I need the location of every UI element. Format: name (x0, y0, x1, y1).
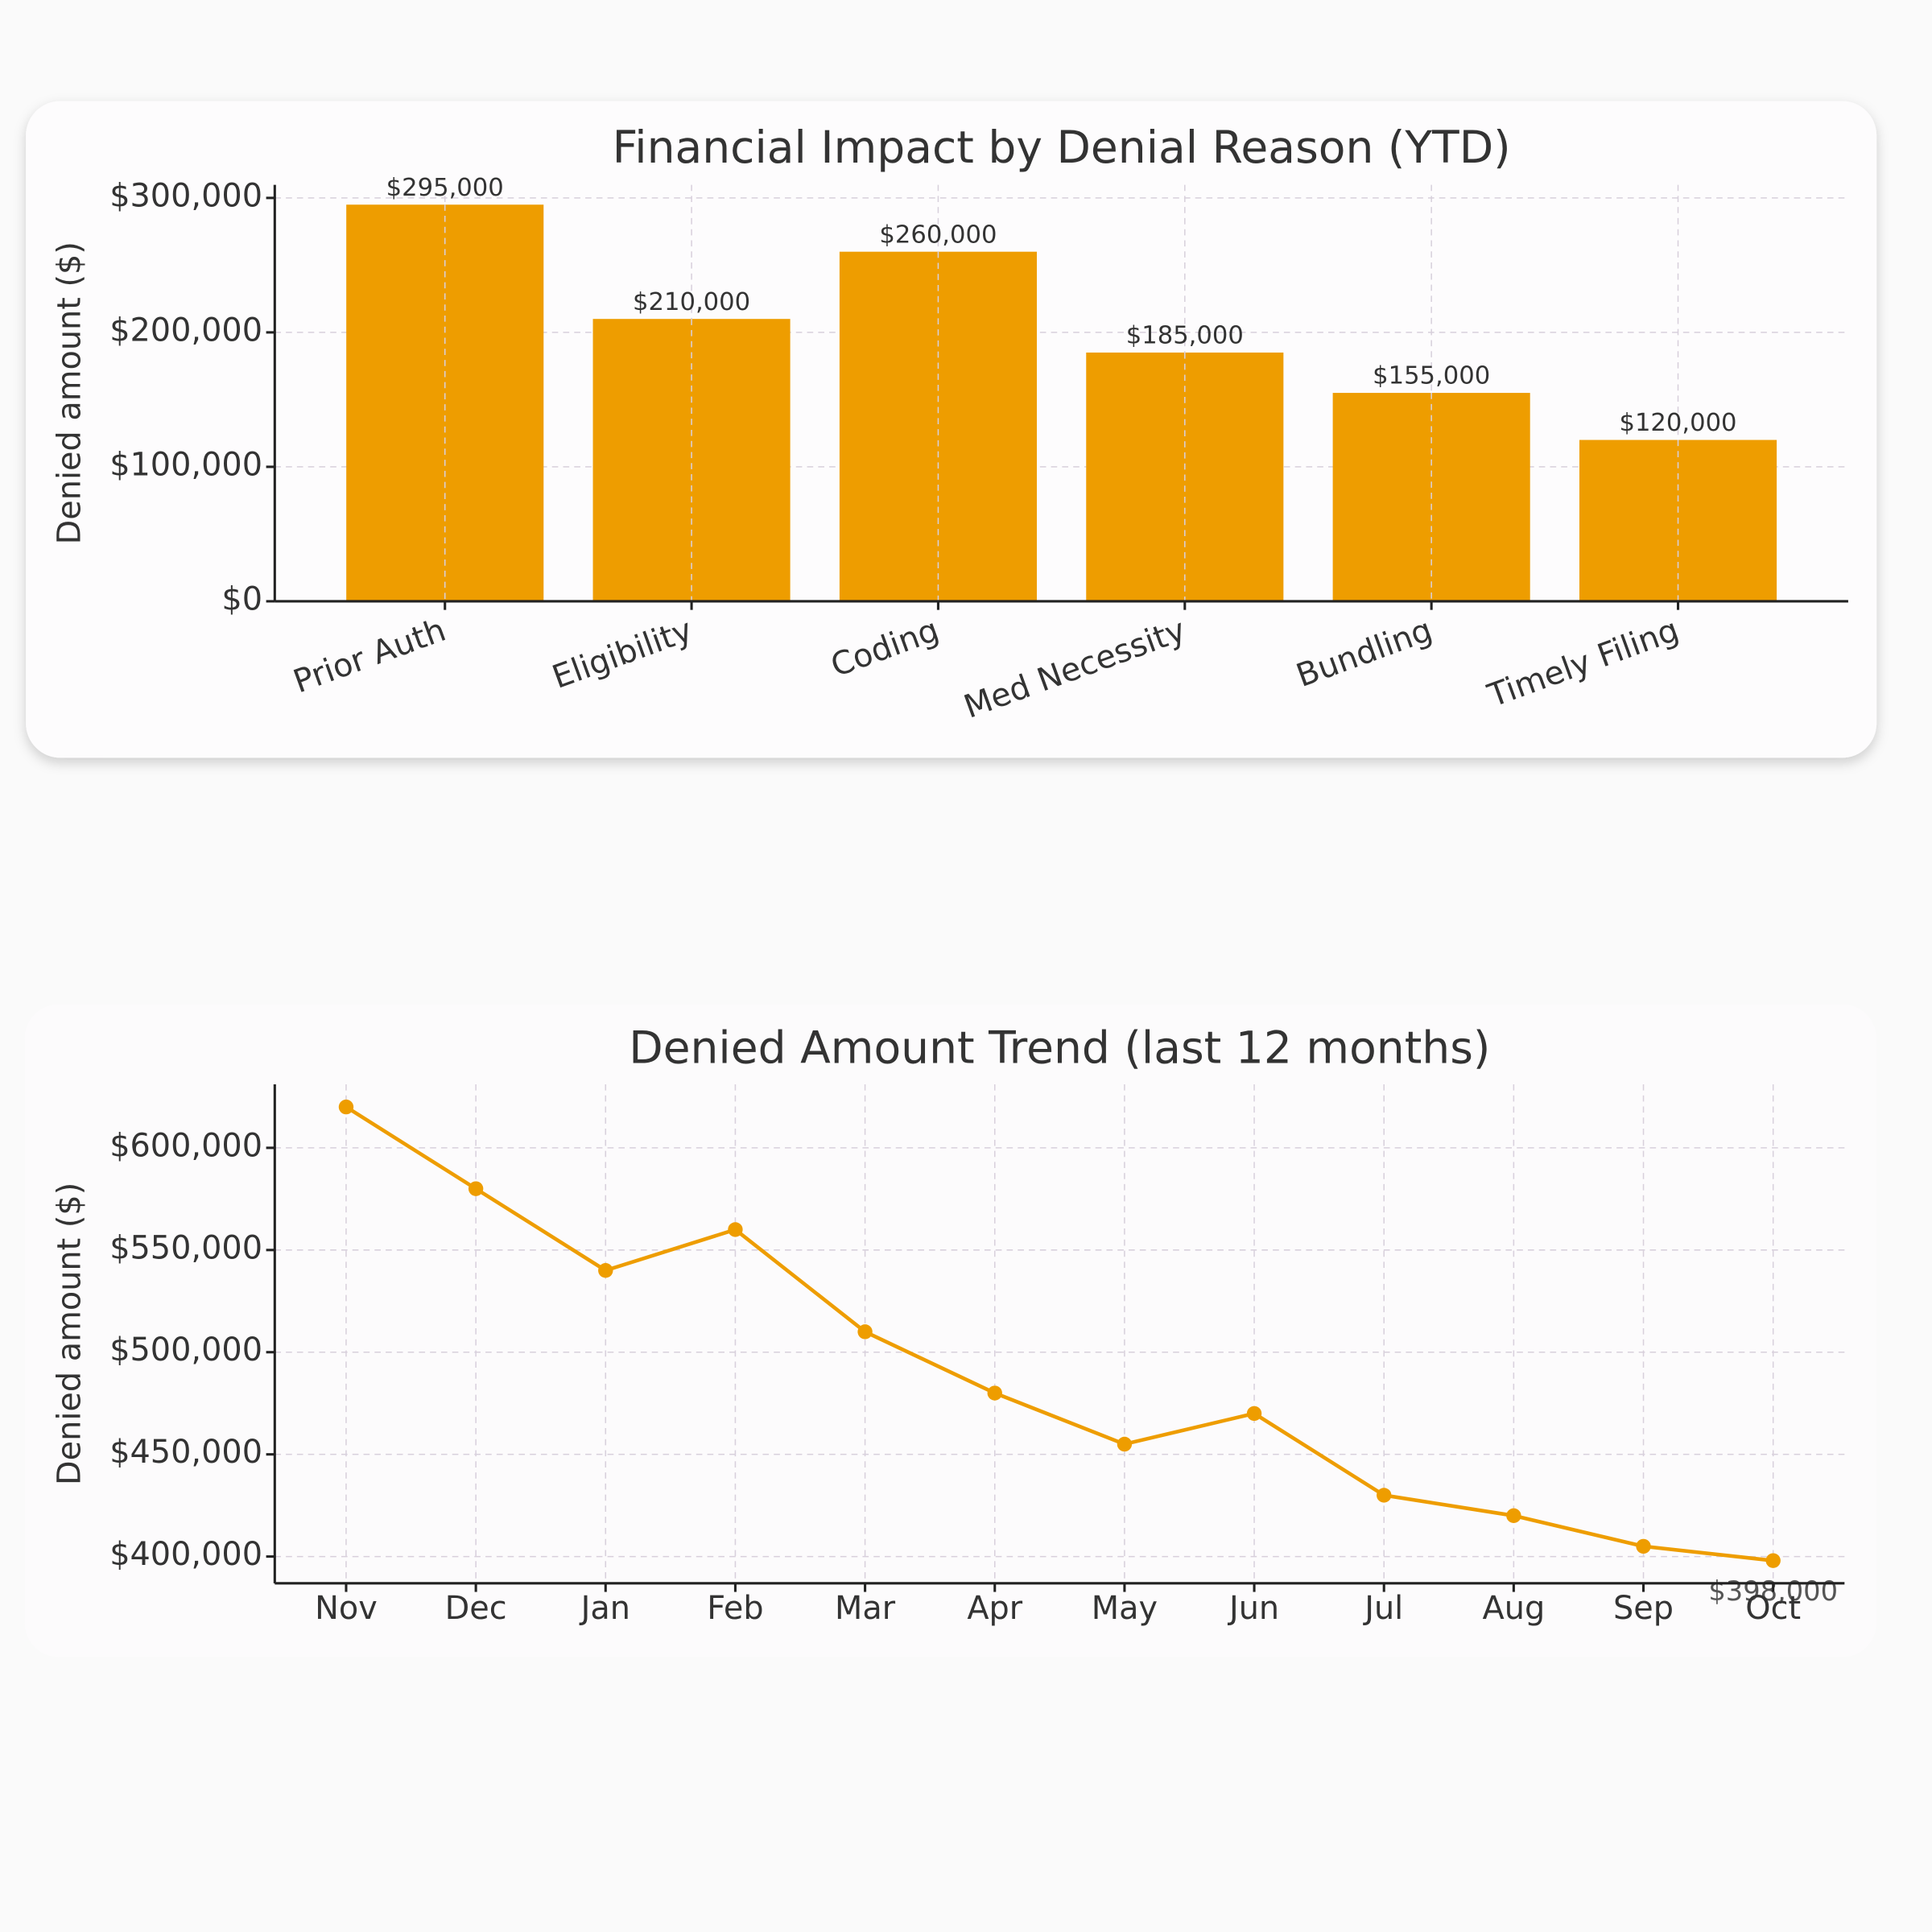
x-tick-label: Aug (1483, 1590, 1546, 1627)
x-tick-label: Jan (579, 1590, 630, 1627)
y-tick-label: $100,000 (109, 446, 262, 483)
y-axis-label: Denied amount ($) (51, 242, 88, 544)
x-tick-label: Nov (315, 1590, 378, 1627)
bar (839, 251, 1037, 601)
x-tick-label: Apr (967, 1590, 1022, 1627)
x-tick-label: Jul (1362, 1590, 1403, 1627)
marker (1765, 1553, 1781, 1568)
chart-title: Denied Amount Trend (last 12 months) (629, 1022, 1490, 1074)
x-tick-label: May (1092, 1590, 1158, 1627)
line (345, 1105, 1773, 1563)
y-tick-label: $300,000 (109, 177, 262, 214)
marker (1117, 1436, 1133, 1452)
bar (592, 319, 791, 601)
y-tick-label: $550,000 (109, 1229, 262, 1266)
y-tick-label: $500,000 (109, 1331, 262, 1368)
value-label: $210,000 (633, 288, 750, 316)
marker (987, 1385, 1002, 1401)
x-tick-label: Feb (707, 1590, 763, 1627)
marker (728, 1222, 743, 1237)
x-tick-label: Dec (445, 1590, 507, 1627)
value-label: $120,000 (1619, 409, 1736, 437)
value-label: $185,000 (1126, 322, 1244, 350)
y-tick-label: $0 (221, 580, 262, 617)
y-tick-label: $200,000 (109, 312, 262, 349)
marker (1506, 1508, 1521, 1523)
marker (1246, 1406, 1262, 1422)
y-tick-label: $450,000 (109, 1434, 262, 1471)
y-axis-label: Denied amount ($) (51, 1183, 88, 1485)
chart-title: Financial Impact by Denial Reason (YTD) (613, 122, 1511, 173)
y-tick-label: $600,000 (109, 1127, 262, 1164)
marker (468, 1181, 484, 1196)
x-tick-label: Jun (1227, 1590, 1279, 1627)
card (24, 1004, 1877, 1657)
y-tick-label: $400,000 (109, 1536, 262, 1573)
marker (598, 1263, 613, 1278)
marker (1377, 1488, 1392, 1503)
bar (346, 204, 544, 601)
x-tick-label: Oct (1745, 1590, 1801, 1627)
value-label: $260,000 (879, 221, 997, 249)
value-label: $155,000 (1373, 362, 1490, 390)
marker (338, 1099, 354, 1115)
value-label: $295,000 (386, 174, 504, 202)
marker (857, 1324, 873, 1340)
x-tick-label: Sep (1613, 1590, 1674, 1627)
marker (1636, 1538, 1651, 1554)
x-tick-label: Mar (835, 1590, 896, 1627)
